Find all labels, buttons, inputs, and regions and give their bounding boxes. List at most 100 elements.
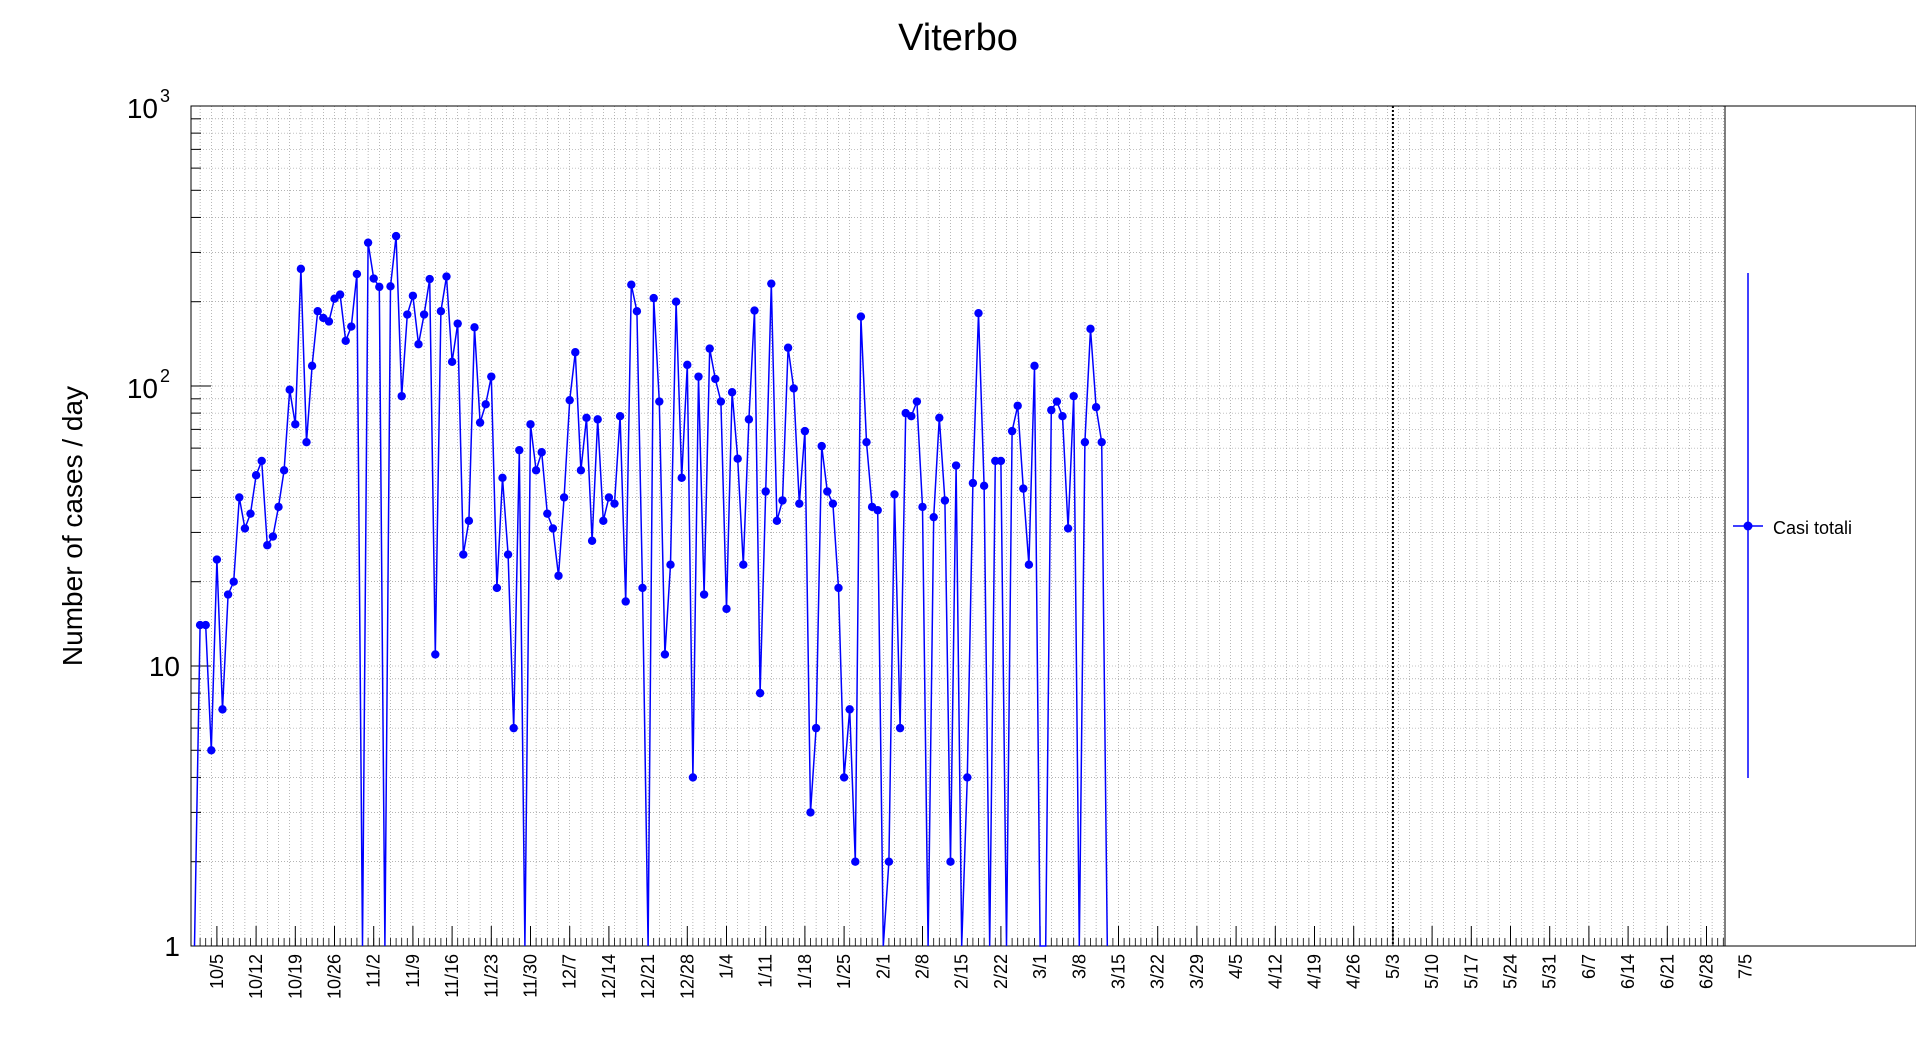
data-point <box>464 516 474 526</box>
data-point <box>638 583 647 593</box>
data-point <box>593 415 602 424</box>
svg-text:3: 3 <box>160 86 170 106</box>
data-point <box>733 454 742 463</box>
data-point <box>498 473 507 483</box>
x-tick-label: 6/28 <box>1697 954 1717 989</box>
data-point <box>475 418 485 427</box>
data-point <box>845 705 854 714</box>
data-point <box>453 319 462 328</box>
data-point <box>246 509 255 518</box>
data-point <box>1030 361 1039 371</box>
data-point <box>296 264 306 274</box>
x-tick-label: 11/2 <box>364 954 384 988</box>
data-point <box>274 502 283 512</box>
data-point <box>324 317 334 326</box>
x-tick-label: 3/8 <box>1069 954 1089 979</box>
data-point <box>671 297 681 306</box>
data-point <box>526 420 535 429</box>
data-point <box>375 282 384 292</box>
data-point <box>615 412 625 421</box>
data-point <box>436 306 446 316</box>
data-point <box>744 415 754 424</box>
data-point <box>487 372 496 381</box>
legend-marker <box>1743 521 1753 531</box>
data-point <box>459 550 468 559</box>
data-point <box>587 536 597 545</box>
data-point <box>767 279 776 288</box>
data-point <box>352 269 362 279</box>
data-point <box>1069 391 1078 401</box>
data-point <box>291 420 300 429</box>
svg-text:10: 10 <box>127 93 158 124</box>
data-point <box>727 388 737 397</box>
data-point <box>907 412 916 421</box>
x-tick-label: 1/4 <box>717 954 737 979</box>
y-tick-label: 10 3 <box>127 86 170 124</box>
data-point <box>677 473 686 483</box>
data-point <box>895 723 905 733</box>
data-point <box>302 437 311 447</box>
x-tick-label: 12/28 <box>677 954 697 999</box>
data-point <box>218 705 227 714</box>
data-point <box>828 499 838 508</box>
data-point <box>251 471 261 480</box>
x-tick-label: 1/11 <box>756 954 776 988</box>
data-point <box>408 291 418 300</box>
data-point <box>761 487 770 496</box>
data-point <box>537 448 546 457</box>
data-point <box>1013 401 1022 410</box>
data-point <box>873 506 882 515</box>
x-tick-label: 3/15 <box>1109 954 1129 989</box>
data-point <box>862 437 871 447</box>
data-point <box>531 466 541 475</box>
data-point <box>946 857 955 866</box>
data-point <box>974 308 983 318</box>
data-point <box>235 493 244 502</box>
data-point <box>655 397 664 406</box>
data-point <box>1052 397 1062 406</box>
x-tick-label: 2/15 <box>952 954 972 989</box>
data-point <box>212 555 222 564</box>
grid <box>191 106 1725 946</box>
data-point <box>425 274 434 284</box>
data-point <box>229 577 238 586</box>
data-point <box>442 272 451 281</box>
data-point <box>856 312 866 321</box>
data-point <box>929 512 938 522</box>
data-point <box>313 306 322 316</box>
x-tick-label: 11/23 <box>481 954 501 998</box>
data-point <box>890 490 899 499</box>
data-point <box>414 340 423 349</box>
x-tick-label: 5/3 <box>1383 954 1403 979</box>
x-tick-label: 4/26 <box>1344 954 1364 989</box>
x-tick-label: 5/17 <box>1461 954 1481 989</box>
data-point <box>688 773 698 782</box>
data-point <box>492 583 502 593</box>
x-tick-label: 4/19 <box>1305 954 1325 989</box>
x-axis: 10/5 10/12 10/19 10/26 11/2 11/9 11/16 11/23 11/… <box>194 926 1756 999</box>
data-point <box>369 274 378 283</box>
data-point <box>610 499 619 508</box>
data-point <box>783 343 793 352</box>
x-tick-label: 7/5 <box>1736 954 1756 979</box>
data-point <box>515 445 524 455</box>
data-point <box>632 306 642 316</box>
data-point <box>447 357 457 367</box>
y-tick-label: 1 <box>164 931 180 962</box>
x-tick-label: 3/1 <box>1030 954 1050 979</box>
data-point <box>851 857 860 866</box>
data-point <box>699 590 709 599</box>
y-axis-label: Number of cases / day <box>57 386 88 666</box>
x-tick-label: 2/22 <box>991 954 1011 989</box>
svg-text:10: 10 <box>127 373 158 404</box>
x-tick-label: 11/9 <box>403 954 423 988</box>
data-point <box>968 478 978 488</box>
x-tick-label: 1/18 <box>795 954 815 989</box>
data-point <box>935 413 944 422</box>
x-tick-label: 11/16 <box>442 954 462 998</box>
data-point <box>554 571 563 580</box>
data-point <box>548 524 558 533</box>
data-point <box>240 524 250 533</box>
data-point <box>627 280 636 289</box>
data-point <box>1047 405 1056 415</box>
